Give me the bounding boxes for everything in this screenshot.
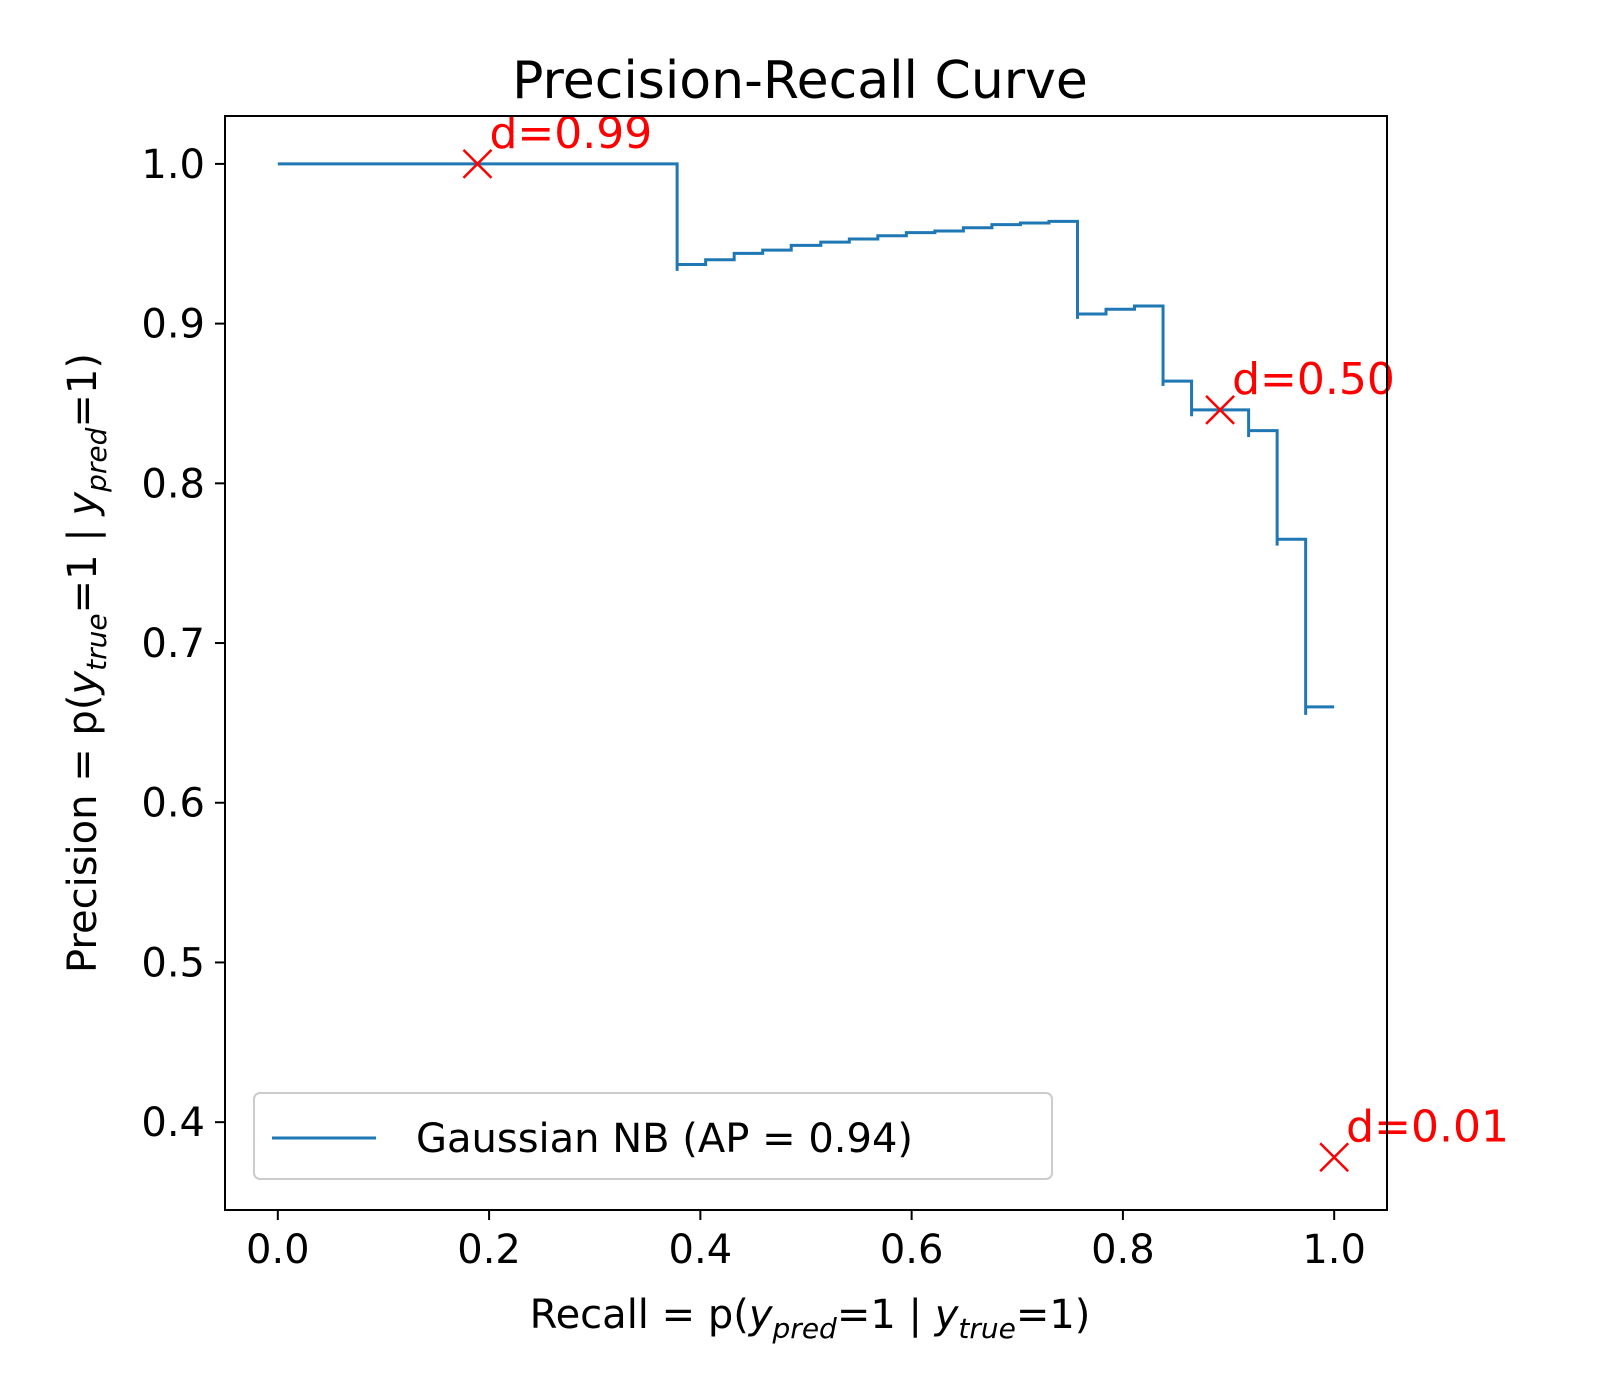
y-tick-label-0: 0.4 <box>141 1100 205 1146</box>
legend-box <box>253 1092 1053 1180</box>
plot-area: d=0.99d=0.50d=0.01 0.0 0.2 0.4 0.6 0.8 1.0 0.… <box>141 108 1509 1273</box>
y-tick-label-6: 1.0 <box>141 142 205 188</box>
series-line-0 <box>277 162 1335 715</box>
y-tick-label-4: 0.8 <box>141 461 205 507</box>
threshold-marker-1 <box>1205 394 1235 425</box>
series-layer <box>277 162 1335 715</box>
legend: Gaussian NB (AP = 0.94) <box>253 1092 1053 1180</box>
x-tick-label-2: 0.4 <box>669 1227 733 1273</box>
x-tick-label-1: 0.2 <box>457 1227 521 1273</box>
y-axis-label: Precision = p(ytrue=1 | ypred=1) <box>60 353 113 973</box>
x-axis-ticks: 0.0 0.2 0.4 0.6 0.8 1.0 <box>246 1210 1366 1273</box>
x-tick-label-0: 0.0 <box>246 1227 310 1273</box>
threshold-marker-0 <box>462 149 493 179</box>
legend-label: Gaussian NB (AP = 0.94) <box>416 1116 913 1162</box>
y-tick-label-2: 0.6 <box>141 781 205 827</box>
threshold-marker-2 <box>1319 1142 1350 1173</box>
annotation-layer: d=0.99d=0.50d=0.01 <box>462 108 1509 1173</box>
x-tick-label-5: 1.0 <box>1302 1227 1366 1273</box>
y-tick-label-5: 0.9 <box>141 302 205 348</box>
y-tick-label-1: 0.5 <box>141 940 205 986</box>
x-tick-label-3: 0.6 <box>880 1227 944 1273</box>
y-tick-label-3: 0.7 <box>141 621 205 667</box>
threshold-label-2: d=0.01 <box>1346 1101 1509 1152</box>
y-axis-ticks: 0.4 0.5 0.6 0.7 0.8 0.9 1.0 <box>141 142 225 1146</box>
x-tick-label-4: 0.8 <box>1091 1227 1155 1273</box>
x-axis-label: Recall = p(ypred=1 | ytrue=1) <box>530 1292 1091 1345</box>
axes-frame <box>224 115 1388 1211</box>
chart-title: Precision-Recall Curve <box>512 51 1088 111</box>
threshold-label-1: d=0.50 <box>1232 354 1395 405</box>
